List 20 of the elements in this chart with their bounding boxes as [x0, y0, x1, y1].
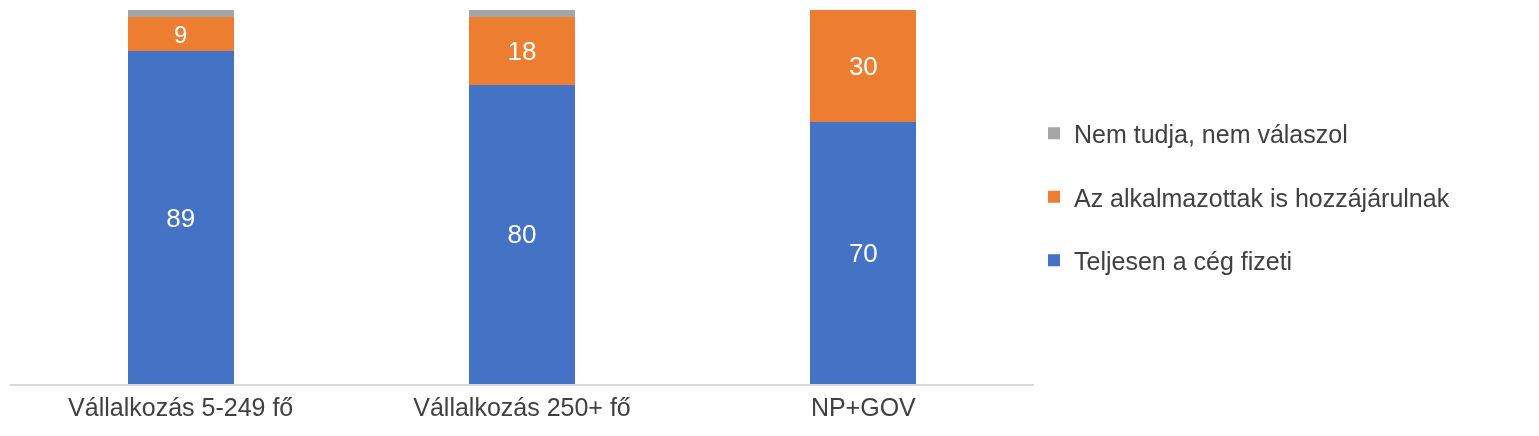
bar — [469, 84, 575, 384]
legend-label: Nem tudja, nem válaszol — [1074, 120, 1348, 148]
data-label: 30 — [848, 51, 878, 82]
data-label: 80 — [507, 219, 537, 250]
bar — [127, 17, 234, 52]
bar — [127, 51, 234, 384]
bar — [127, 10, 234, 18]
x-tick-label: Vállalkozás 5-249 fő — [68, 392, 294, 421]
x-tick-label: NP+GOV — [810, 392, 917, 421]
bar — [469, 10, 575, 18]
legend-label: Teljesen a cég fizeti — [1074, 247, 1293, 275]
x-tick-label: Vállalkozás 250+ fő — [413, 392, 631, 421]
data-label: 70 — [848, 238, 878, 269]
data-label: 89 — [166, 202, 196, 233]
data-label: 18 — [507, 36, 537, 67]
data-label: 9 — [173, 20, 188, 48]
bar — [469, 17, 575, 85]
bar — [810, 10, 917, 123]
bar — [810, 122, 917, 384]
legend-label: Az alkalmazottak is hozzájárulnak — [1074, 183, 1450, 212]
